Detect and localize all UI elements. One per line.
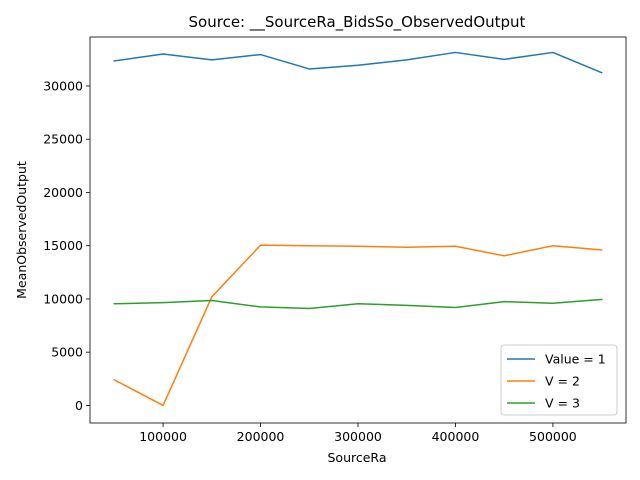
y-tick-label: 30000 <box>43 78 83 93</box>
y-tick-label: 5000 <box>51 345 83 360</box>
x-tick-label: 300000 <box>334 429 382 444</box>
x-tick-label: 500000 <box>529 429 577 444</box>
series-line-3 <box>113 298 603 310</box>
legend-label-2: V = 2 <box>545 374 580 389</box>
series-line-2 <box>113 244 603 407</box>
y-tick-label: 0 <box>75 398 83 413</box>
series-line-1 <box>113 51 603 74</box>
y-axis: 0 5000 10000 15000 20000 25000 30000 <box>43 78 90 413</box>
x-tick-label: 100000 <box>139 429 187 444</box>
y-tick-label: 10000 <box>43 291 83 306</box>
y-axis-label: MeanObservedOutput <box>14 161 29 299</box>
legend-label-1: Value = 1 <box>545 352 606 367</box>
x-tick-label: 400000 <box>432 429 480 444</box>
legend-box <box>500 344 618 416</box>
legend: Value = 1 V = 2 V = 3 <box>500 344 618 416</box>
y-tick-label: 20000 <box>43 185 83 200</box>
x-tick-label: 200000 <box>237 429 285 444</box>
y-tick-label: 15000 <box>43 238 83 253</box>
x-axis: 100000 200000 300000 400000 500000 <box>139 423 577 444</box>
legend-label-3: V = 3 <box>545 396 580 411</box>
y-tick-label: 25000 <box>43 132 83 147</box>
x-axis-label: SourceRa <box>327 450 386 465</box>
chart-title: Source: __SourceRa_BidsSo_ObservedOutput <box>189 13 526 32</box>
